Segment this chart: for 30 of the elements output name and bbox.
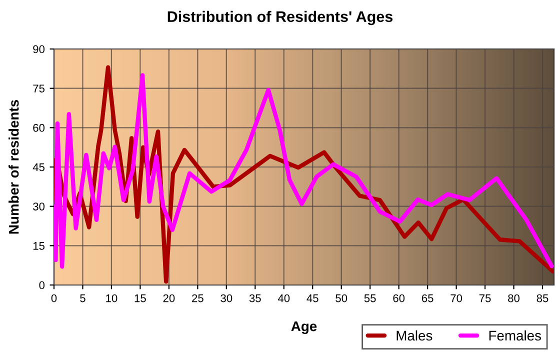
x-tick-label: 15 — [134, 294, 146, 302]
x-tick-label: 35 — [249, 294, 261, 302]
y-axis-title: Number of residents — [8, 100, 19, 234]
y-tick-label: 60 — [33, 124, 45, 132]
legend-label: Females — [489, 330, 541, 341]
x-axis-title: Age — [291, 322, 317, 334]
x-tick-label: 40 — [278, 294, 290, 302]
x-tick-label: 85 — [536, 294, 548, 302]
x-tick-label: 65 — [422, 294, 434, 302]
y-tick-label: 75 — [33, 84, 45, 92]
y-tick-label: 90 — [33, 45, 45, 54]
x-tick-label: 70 — [450, 294, 462, 302]
x-tick-label: 20 — [163, 294, 175, 302]
x-tick-label: 45 — [306, 294, 318, 302]
x-tick-label: 80 — [508, 294, 520, 302]
x-tick-label: 5 — [80, 294, 86, 302]
x-tick-label: 75 — [479, 294, 491, 302]
y-tick-label: 15 — [33, 242, 45, 250]
x-tick-label: 30 — [220, 294, 232, 302]
x-tick-label: 55 — [364, 294, 376, 302]
x-tick-label: 50 — [336, 294, 348, 302]
chart-title: Distribution of Residents' Ages — [168, 10, 393, 26]
y-tick-label: 0 — [39, 281, 45, 290]
x-tick-label: 10 — [106, 294, 118, 302]
y-tick-label: 45 — [32, 163, 45, 172]
legend-label: Males — [396, 330, 432, 341]
x-tick-label: 0 — [51, 294, 57, 302]
y-tick-label: 30 — [33, 202, 45, 210]
x-tick-label: 60 — [393, 294, 405, 302]
x-tick-label: 25 — [192, 294, 204, 302]
